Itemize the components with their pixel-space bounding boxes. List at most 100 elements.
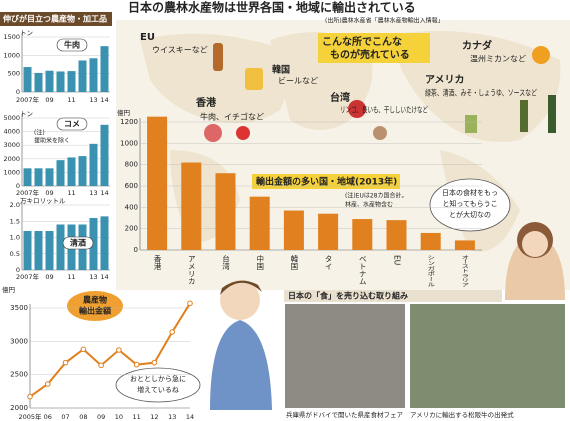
y-tick-label: 2000 [3,155,20,163]
point [133,361,140,368]
x-tick-label: 13 [89,96,97,104]
x-tick-label: 香港 [153,254,162,271]
point [62,359,69,366]
region-items: ビールなど [278,77,318,86]
x-tick-label: 13 [89,273,97,281]
headline: こんな所でこんな [322,35,402,48]
speech-bubble [115,367,201,403]
y-tick-label: 3000 [10,337,28,345]
bar [89,218,98,270]
region-items: 緑茶、清酒、みそ・しょうゆ、ソースなど [425,88,537,98]
bar [78,60,87,92]
bar [45,168,54,186]
bar [34,168,43,186]
x-tick-label: シンガポール [426,255,435,287]
x-tick-label: 09 [97,413,105,421]
bar [45,70,54,92]
bar [56,71,65,92]
photo [410,304,565,408]
y-tick-label: 4000 [3,128,20,136]
y-tick-label: 1200 [120,118,138,126]
bar [56,160,65,186]
chart-title: 清酒 [70,238,86,248]
y-tick-label: 0.5 [10,250,20,258]
x-tick-label: 08 [79,413,87,421]
region-items: ウイスキーなど [152,46,208,55]
unit-label: 万キロリットル [20,197,66,205]
bubble-text: 日本の食材をもっ [442,188,498,197]
x-tick-label: 台湾 [221,254,230,271]
x-tick-label: 14 [100,273,108,281]
headline: ものが売れている [330,48,410,61]
bar [89,143,98,186]
photo [285,304,405,408]
bar [352,219,373,250]
x-tick-label: アメリカ [187,255,196,285]
x-tick-label: タイ [324,255,333,270]
speech-bubble [429,178,511,232]
main-title: 日本の農林水産物は世界各国・地域に輸出されている [128,0,416,15]
region-label: カナダ [462,39,492,52]
unit-label: トン [20,29,33,37]
headline-bg [318,33,430,63]
region-label: EU [140,32,155,43]
x-tick-label: 06 [44,413,52,421]
bar [78,156,87,186]
line-title: 輸出金額 [79,306,111,316]
point [98,362,104,369]
line-title: 農産物 [83,295,107,305]
x-tick-label: ベトナム [358,255,367,285]
title-bg [62,236,94,250]
bar [454,240,475,250]
y-tick-label: 0 [16,88,20,96]
y-tick-label: 2500 [10,371,28,379]
x-tick-label: 07 [61,413,69,421]
bar [318,213,339,250]
title-bg [56,117,88,131]
x-tick-label: 13 [89,189,97,197]
y-tick-label: 400 [125,203,138,211]
point [44,381,51,387]
x-tick-label: 11 [133,413,141,421]
x-tick-label: 中国 [256,254,265,271]
bar [420,232,441,250]
chart-title: 牛肉 [64,40,80,50]
x-tick-label: 14 [186,413,194,421]
bar [23,67,32,92]
note: 援助米を除く [34,137,70,145]
unit-label: トン [20,110,33,118]
y-tick-label: 1000 [3,51,20,59]
region-items: リンゴ、長いも、干ししいたけなど [340,105,428,115]
point [187,300,193,307]
bar [23,231,32,270]
bar [283,210,304,250]
bar [249,196,270,250]
title-bg [56,38,88,52]
chart-title: コメ [64,120,80,129]
bar [23,168,32,186]
region-label: 台湾 [330,91,350,104]
point [151,359,158,366]
y-tick-label: 2000 [10,404,28,412]
y-tick-label: 600 [125,182,138,190]
bar-title-bg [252,174,400,189]
food-icons [204,43,556,142]
x-tick-label: 09 [45,273,53,281]
y-tick-label: 5000 [3,114,20,122]
source: (出所)農林水産省「農林水産物輸出入情報」 [325,17,444,25]
y-tick-label: 1.5 [10,217,20,225]
photo-caption: 兵庫県がドバイで開いた県産食材フェア [286,410,404,419]
x-tick-label: 09 [45,189,53,197]
bar [181,162,202,250]
point [80,346,87,353]
bar-title: 輸出金額の多い国・地域(2013年) [256,176,397,188]
y-tick-label: 0 [134,246,138,254]
bar [45,231,54,270]
bar [100,216,109,270]
bar [386,220,407,250]
bubble-text: とが大切なの [449,210,491,219]
photo-title-bg [284,290,502,302]
note: (注)EUは28カ国合計。 [345,192,408,200]
x-tick-label: 11 [67,273,75,281]
